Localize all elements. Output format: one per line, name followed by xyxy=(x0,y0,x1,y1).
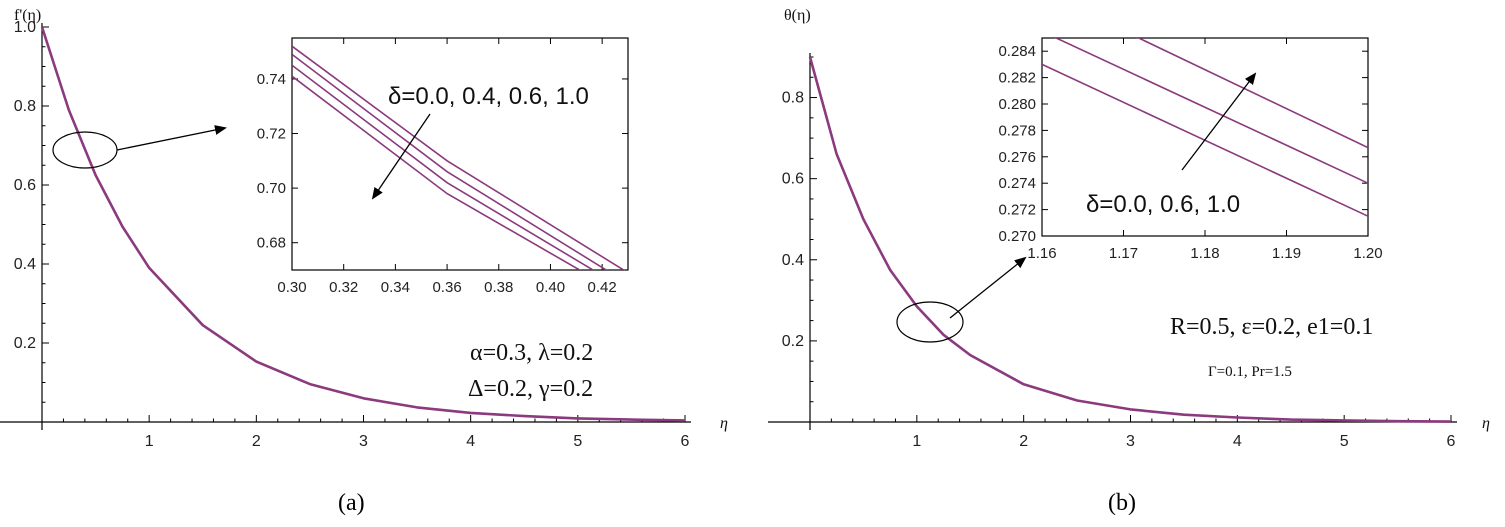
panel-b-xlabel: η xyxy=(1482,415,1490,432)
panel-a-inset-x-tick-label: 0.40 xyxy=(536,279,565,296)
panel-a-inset-x-tick-label: 0.30 xyxy=(277,279,306,296)
panel-a-inset-series-group xyxy=(292,45,626,270)
panel-a-y-tick-label: 0.4 xyxy=(14,256,36,273)
panel-b-y-tick-label: 0.4 xyxy=(782,252,804,269)
panel-a-annotation-2: Δ=0.2, γ=0.2 xyxy=(468,376,593,402)
panel-b-inset-y-tick-label: 0.276 xyxy=(998,149,1036,166)
panel-b-inset-series-line xyxy=(1136,38,1368,149)
panel-b-inset-y-tick-label: 0.284 xyxy=(998,43,1036,60)
panel-a-inset-x-tick-label: 0.34 xyxy=(381,279,410,296)
panel-a-inset-x-tick-label: 0.38 xyxy=(484,279,513,296)
panel-a-delta-arrow xyxy=(371,113,431,200)
panel-b-x-tick-label: 6 xyxy=(1447,433,1456,450)
panel-b-inset-frame xyxy=(1041,37,1369,237)
panel-a-inset-series-line xyxy=(292,75,582,270)
panel-b-series-line xyxy=(808,56,1452,423)
panel-b-axes: 1 2 3 4 5 6 0.2 0.4 0.6 0.8 xyxy=(768,53,1457,450)
panel-a-ylabel: f'(η) xyxy=(14,7,41,24)
panel-a-annotation-1: α=0.3, λ=0.2 xyxy=(470,340,593,366)
panel-b-y-tick-label: 0.2 xyxy=(782,333,804,350)
panel-a-y-tick-label: 0.8 xyxy=(14,98,36,115)
panel-a-xlabel: η xyxy=(720,415,728,432)
panel-b-inset-y-tick-label: 0.278 xyxy=(998,122,1036,139)
panel-b-curve-group xyxy=(808,56,1452,423)
panel-b-ylabel: θ(η) xyxy=(784,7,811,24)
panel-a-x-tick-label: 2 xyxy=(252,433,261,450)
panel-b-annotation-1: R=0.5, ε=0.2, e1=0.1 xyxy=(1170,314,1373,340)
panel-b-label: (b) xyxy=(1108,490,1136,516)
panel-b-inset-y-tick-label: 0.270 xyxy=(998,228,1036,245)
panel-a-x-tick-label: 5 xyxy=(573,433,582,450)
panel-b-y-tick-label: 0.8 xyxy=(782,90,804,107)
panel-a-curve-group xyxy=(40,26,686,422)
panel-b-inset-y-tick-label: 0.280 xyxy=(998,96,1036,113)
panel-b-inset-x-tick-label: 1.16 xyxy=(1027,245,1056,262)
panel-b: θ(η) η 1 2 3 4 5 60.20.40.60.8 1.16 1.17 1.18 1.… xyxy=(768,7,1490,516)
panel-a-series-line xyxy=(40,26,686,422)
panel-a-inset-series-line xyxy=(292,64,595,270)
panel-b-inset-series-line xyxy=(1054,38,1368,184)
panel-a-inset-frame xyxy=(291,37,629,271)
panel-a-inset-y-tick-label: 0.72 xyxy=(257,126,286,143)
panel-a-y-tick-label: 0.6 xyxy=(14,177,36,194)
panel-b-x-tick-label: 3 xyxy=(1126,433,1135,450)
panel-b-x-tick-label: 2 xyxy=(1019,433,1028,450)
panel-b-inset: 1.16 1.17 1.18 1.19 1.20 0.270 0.272 0.274 0.276… xyxy=(998,37,1383,262)
panel-a-inset-y-tick-label: 0.74 xyxy=(257,71,286,88)
panel-a-axes: 1 2 3 4 5 6 0.2 0.4 0.6 0.8 1.0 xyxy=(0,19,691,450)
panel-a-inset-x-tick-label: 0.42 xyxy=(588,279,617,296)
panel-a-y-tick-label: 1.0 xyxy=(14,19,36,36)
panel-b-inset-y-tick-label: 0.274 xyxy=(998,175,1036,192)
panel-a-inset-x-tick-label: 0.32 xyxy=(329,279,358,296)
panel-a-label: (a) xyxy=(338,490,365,516)
panel-a-inset-x-tick-label: 0.36 xyxy=(432,279,461,296)
panel-b-delta-arrow xyxy=(1181,72,1257,171)
panel-a-y-tick-label: 0.2 xyxy=(14,335,36,352)
panel-a: f'(η) η 1 2 3 4 5 60.20.40.60.81.0 0.30 0.32 0.… xyxy=(0,7,728,516)
panel-b-inset-x-tick-label: 1.20 xyxy=(1353,245,1382,262)
panel-b-inset-x-tick-label: 1.17 xyxy=(1109,245,1138,262)
panel-b-zoom-ellipse xyxy=(896,301,964,343)
panel-b-inset-y-tick-label: 0.282 xyxy=(998,70,1036,87)
panel-b-annotation-2: Γ=0.1, Pr=1.5 xyxy=(1208,364,1292,380)
panel-b-inset-label: δ=0.0, 0.6, 1.0 xyxy=(1086,191,1240,218)
panel-a-x-tick-label: 4 xyxy=(466,433,475,450)
panel-b-inset-y-tick-label: 0.272 xyxy=(998,202,1036,219)
panel-b-zoom-arrow xyxy=(949,256,1027,319)
panel-a-inset-y-tick-label: 0.68 xyxy=(257,235,286,252)
panel-b-x-tick-label: 4 xyxy=(1233,433,1242,450)
panel-b-inset-x-tick-label: 1.19 xyxy=(1272,245,1301,262)
panel-b-x-tick-label: 1 xyxy=(912,433,921,450)
panel-a-x-tick-label: 1 xyxy=(145,433,154,450)
panel-a-inset-label: δ=0.0, 0.4, 0.6, 1.0 xyxy=(388,83,589,110)
panel-a-x-tick-label: 3 xyxy=(359,433,368,450)
panel-a-x-tick-label: 6 xyxy=(681,433,690,450)
panel-a-inset-series-line xyxy=(292,53,608,270)
panel-a-inset-y-tick-label: 0.70 xyxy=(257,180,286,197)
panel-a-inset: 0.30 0.32 0.34 0.36 0.38 0.40 0.42 0.68 0.70 0.72… xyxy=(257,37,629,296)
panel-b-x-tick-label: 5 xyxy=(1340,433,1349,450)
panel-b-inset-x-tick-label: 1.18 xyxy=(1190,245,1219,262)
panel-b-y-tick-label: 0.6 xyxy=(782,171,804,188)
panel-a-zoom-arrow xyxy=(116,125,227,151)
panel-a-inset-series-line xyxy=(292,45,626,270)
